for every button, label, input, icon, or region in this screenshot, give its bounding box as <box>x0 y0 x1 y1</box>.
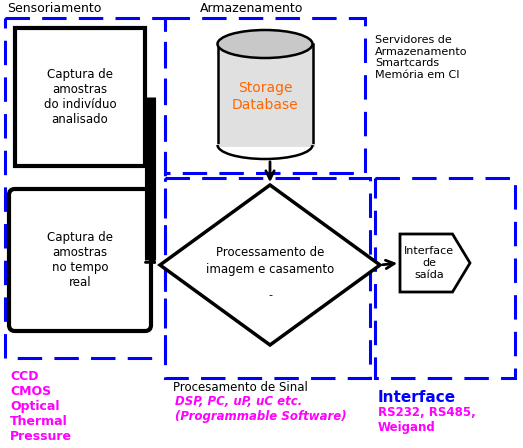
Text: DSP, PC, uP, uC etc.
(Programmable Software): DSP, PC, uP, uC etc. (Programmable Softw… <box>175 395 347 423</box>
Text: CCD
CMOS
Optical
Thermal
Pressure: CCD CMOS Optical Thermal Pressure <box>10 370 72 443</box>
Text: Interface: Interface <box>378 390 456 405</box>
Text: Captura de
amostras
no tempo
real: Captura de amostras no tempo real <box>47 231 113 289</box>
Bar <box>165 178 370 378</box>
Ellipse shape <box>218 30 313 58</box>
Text: Servidores de
Armazenamento
Smartcards
Memória em CI: Servidores de Armazenamento Smartcards M… <box>375 35 468 80</box>
Polygon shape <box>400 234 470 292</box>
Text: Armazenamento: Armazenamento <box>200 2 303 15</box>
Text: Procesamento de Sinal: Procesamento de Sinal <box>173 381 308 394</box>
Polygon shape <box>160 185 380 345</box>
Bar <box>15 28 145 166</box>
Text: RS232, RS485,
Weigand: RS232, RS485, Weigand <box>378 406 476 434</box>
Bar <box>165 18 365 173</box>
Text: Sensoriamento: Sensoriamento <box>7 2 101 15</box>
Text: Captura de
amostras
do indivíduo
analisado: Captura de amostras do indivíduo analisa… <box>44 68 116 126</box>
Text: Processamento de: Processamento de <box>216 246 324 259</box>
Bar <box>218 44 313 145</box>
Text: imagem e casamento: imagem e casamento <box>206 263 334 276</box>
Text: Storage
Database: Storage Database <box>232 82 298 112</box>
Bar <box>5 18 165 358</box>
FancyBboxPatch shape <box>9 189 151 331</box>
Text: -: - <box>268 290 272 300</box>
Text: Interface
de
saída: Interface de saída <box>404 246 454 280</box>
Bar <box>375 178 515 378</box>
